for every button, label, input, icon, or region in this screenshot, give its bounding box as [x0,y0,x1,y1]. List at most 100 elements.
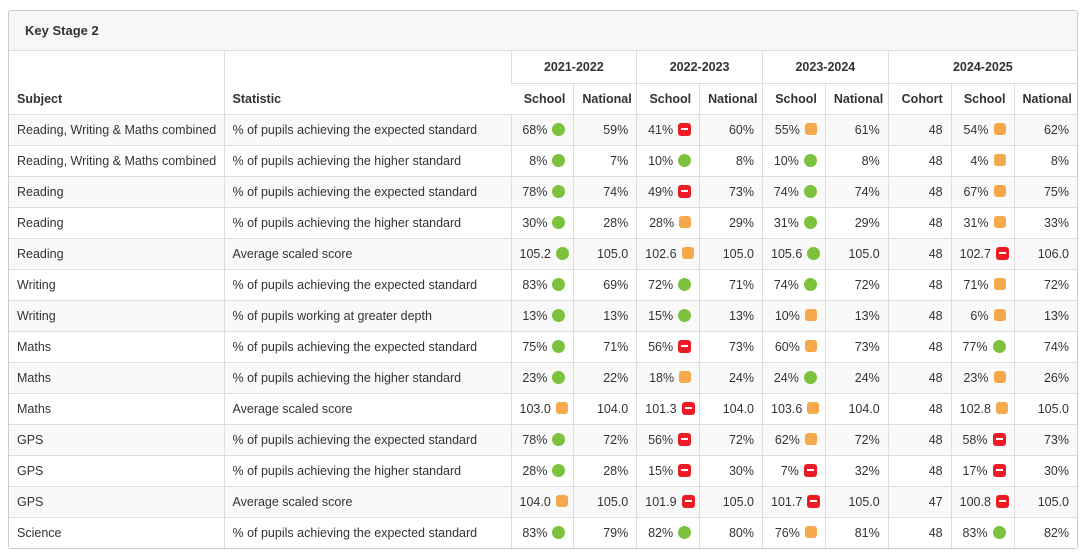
national-2024-header: National [1013,82,1077,114]
value-text: 55% [774,122,800,137]
value-text: 13% [522,308,548,323]
value-text: 78% [522,432,548,447]
value-cell: 4% [950,144,1014,176]
value-text: 104.0 [848,401,880,416]
value-text: 67% [963,184,989,199]
value-cell: 71% [950,268,1014,300]
value-cell: 67% [950,175,1014,207]
value-cell: 104.0 [573,392,637,424]
orange-square-icon [804,433,817,445]
value-text: 76% [774,525,800,540]
value-text: 32% [854,463,880,478]
value-cell: 58% [950,423,1014,455]
value-cell: 105.0 [699,237,763,269]
value-text: 15% [648,308,674,323]
value-cell: 24% [824,361,889,393]
value-text: 103.0 [519,401,551,416]
value-text: 28% [522,463,548,478]
value-text: 48 [928,463,943,478]
table-row: Maths% of pupils achieving the higher st… [9,361,1077,393]
green-circle-icon [552,153,566,167]
value-cell: 18% [636,361,700,393]
subject-cell: Reading [9,206,224,238]
national-2022-header: National [699,82,763,114]
value-cell: 30% [1013,454,1077,486]
value-text: 26% [1043,370,1069,385]
red-minus-icon [995,494,1009,508]
value-text: 74% [1043,339,1069,354]
value-cell: 29% [699,206,763,238]
value-text: 105.0 [848,246,880,261]
value-text: 13% [728,308,754,323]
value-text: 8% [861,153,880,168]
value-text: 81% [854,525,880,540]
value-text: 59% [603,122,629,137]
value-text: 100.8 [959,494,991,509]
red-minus-icon [678,463,692,477]
statistic-column-header: Statistic [223,51,511,114]
year-group-2024-2025: 2024-2025 [887,51,1077,83]
value-cell: 74% [762,175,826,207]
value-text: 71% [603,339,629,354]
subject-cell: Reading [9,237,224,269]
red-minus-icon [803,463,817,477]
value-text: 10% [648,153,674,168]
value-cell: 48 [887,206,952,238]
value-cell: 13% [699,299,763,331]
value-text: 13% [854,308,880,323]
value-cell: 102.6 [636,237,700,269]
value-cell: 55% [762,113,826,145]
value-cell: 73% [699,330,763,362]
value-cell: 28% [510,454,574,486]
value-cell: 74% [762,268,826,300]
value-text: 30% [728,463,754,478]
value-cell: 103.6 [762,392,826,424]
value-text: 73% [728,339,754,354]
statistic-cell: % of pupils achieving the expected stand… [223,113,511,145]
red-minus-icon [681,401,695,415]
value-cell: 28% [573,454,637,486]
value-text: 4% [970,153,989,168]
orange-square-icon [993,185,1006,197]
value-cell: 76% [762,516,826,548]
statistic-cell: Average scaled score [223,392,511,424]
value-cell: 80% [699,516,763,548]
results-table: Subject Statistic 2021-2022 2022-2023 20… [9,51,1077,548]
green-circle-icon [992,339,1006,353]
value-text: 30% [522,215,548,230]
value-cell: 72% [699,423,763,455]
subject-cell: Reading [9,175,224,207]
value-text: 60% [728,122,754,137]
value-text: 18% [649,370,675,385]
value-text: 48 [928,308,943,323]
value-text: 105.0 [1037,494,1069,509]
value-text: 82% [1043,525,1069,540]
value-text: 10% [773,153,799,168]
green-circle-icon [678,525,692,539]
value-cell: 49% [636,175,700,207]
value-text: 73% [1043,432,1069,447]
orange-square-icon [993,278,1006,290]
value-text: 48 [928,246,943,261]
value-text: 75% [522,339,548,354]
subject-cell: GPS [9,423,224,455]
school-2023-header: School [762,82,826,114]
value-text: 17% [962,463,988,478]
value-text: 105.0 [848,494,880,509]
subject-column-header: Subject [9,51,224,114]
green-circle-icon [803,153,817,167]
value-cell: 74% [824,175,889,207]
value-cell: 69% [573,268,637,300]
subject-cell: Maths [9,392,224,424]
green-circle-icon [552,215,566,229]
subject-cell: Reading, Writing & Maths combined [9,144,224,176]
value-cell: 54% [950,113,1014,145]
value-cell: 23% [950,361,1014,393]
red-minus-icon [678,122,692,136]
table-row: Reading Average scaled score 105.2 105.0 102… [9,237,1077,269]
value-text: 77% [962,339,988,354]
subject-cell: Maths [9,361,224,393]
value-text: 48 [928,153,943,168]
table-row: Reading% of pupils achieving the higher … [9,206,1077,238]
value-cell: 78% [510,423,574,455]
